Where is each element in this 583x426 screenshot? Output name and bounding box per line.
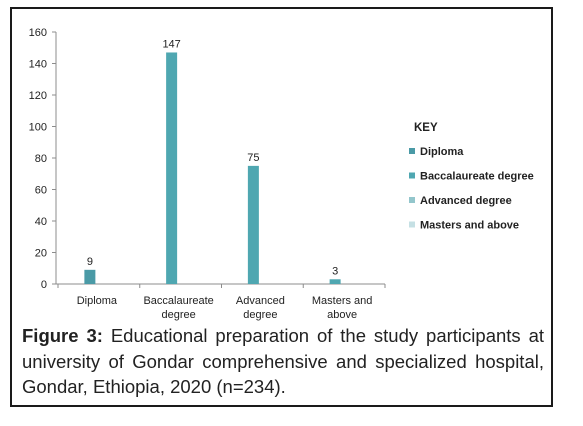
y-tick-label: 20 <box>35 248 47 260</box>
y-tick-label: 160 <box>29 27 47 39</box>
data-label: 9 <box>87 256 93 268</box>
y-tick-label: 40 <box>35 216 47 228</box>
bar-advanced-degree <box>247 165 259 284</box>
legend-swatch <box>409 172 415 179</box>
x-category-label: degree <box>243 309 277 321</box>
bar-baccalaureate-degree <box>166 52 178 284</box>
x-category-label: Baccalaureate <box>143 295 213 307</box>
legend-title: KEY <box>414 122 438 134</box>
x-category-label: Masters and <box>312 295 373 307</box>
y-tick-label: 140 <box>29 59 47 71</box>
x-category-label: Advanced <box>236 295 285 307</box>
legend-label: Diploma <box>420 146 464 158</box>
y-tick-label: 120 <box>29 90 47 102</box>
bar-diploma <box>84 269 96 284</box>
legend-label: Baccalaureate degree <box>420 171 534 183</box>
y-tick-label: 0 <box>41 279 47 291</box>
data-label: 147 <box>162 38 180 50</box>
bar-masters-and-above <box>329 279 341 284</box>
figure-caption: Figure 3: Educational preparation of the… <box>22 323 544 400</box>
x-category-label: degree <box>161 309 195 321</box>
data-label: 3 <box>332 265 338 277</box>
caption-text: Educational preparation of the study par… <box>22 325 545 397</box>
legend-label: Advanced degree <box>420 195 512 207</box>
y-tick-label: 80 <box>35 153 47 165</box>
figure-frame <box>10 7 553 407</box>
legend-swatch <box>409 197 415 203</box>
legend-label: Masters and above <box>420 220 519 232</box>
x-category-label: Diploma <box>77 295 118 307</box>
x-category-label: above <box>327 309 357 321</box>
data-label: 75 <box>247 152 259 164</box>
y-tick-label: 100 <box>29 122 47 134</box>
legend-swatch <box>409 221 415 228</box>
y-tick-label: 60 <box>35 185 47 197</box>
caption-label: Figure 3: <box>22 325 103 346</box>
legend-swatch <box>409 148 415 154</box>
